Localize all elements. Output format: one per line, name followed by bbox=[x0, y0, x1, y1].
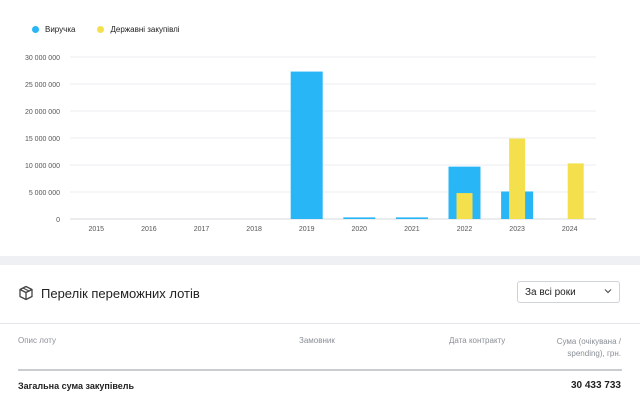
lots-section-title: Перелік переможних лотів bbox=[41, 286, 200, 301]
x-tick-label: 2016 bbox=[141, 226, 157, 233]
bar-chart: 0 5 000 000 10 000 000 15 000 000 20 000 000… bbox=[25, 55, 596, 233]
legend-swatch-revenue bbox=[32, 26, 39, 33]
section-separator bbox=[0, 256, 640, 265]
column-header-sum-line1: Сума (очікувана / bbox=[556, 337, 621, 346]
y-tick-label: 20 000 000 bbox=[25, 109, 60, 116]
y-tick-label: 25 000 000 bbox=[25, 82, 60, 89]
y-tick-label: 10 000 000 bbox=[25, 163, 60, 170]
bar-revenue-2020 bbox=[343, 217, 376, 219]
bar-procurement-2023 bbox=[509, 138, 526, 219]
chart-legend: Виручка Державні закупівлі bbox=[32, 25, 180, 34]
y-tick-label: 0 bbox=[56, 217, 60, 224]
section-divider bbox=[0, 323, 640, 324]
legend-item-procurement[interactable]: Державні закупівлі bbox=[97, 25, 180, 34]
period-select-value: За всі роки bbox=[525, 287, 576, 298]
table-header-rule bbox=[18, 369, 622, 371]
total-label: Загальна сума закупівель bbox=[18, 381, 135, 391]
chart-card: Виручка Державні закупівлі 0 5 000 000 10 … bbox=[24, 25, 596, 233]
bar-revenue-2021 bbox=[395, 217, 428, 219]
x-tick-label: 2018 bbox=[246, 226, 262, 233]
column-header-customer[interactable]: Замовник bbox=[299, 336, 335, 345]
bar-procurement-2024 bbox=[567, 163, 584, 219]
total-value: 30 433 733 bbox=[570, 380, 621, 391]
x-tick-label: 2019 bbox=[299, 226, 315, 233]
package-icon bbox=[19, 285, 33, 301]
y-tick-label: 30 000 000 bbox=[25, 55, 60, 62]
legend-swatch-procurement bbox=[97, 26, 105, 33]
x-tick-label: 2024 bbox=[562, 226, 578, 233]
column-header-contract-date[interactable]: Дата контракту bbox=[449, 336, 506, 345]
x-tick-label: 2015 bbox=[89, 226, 105, 233]
x-tick-label: 2022 bbox=[457, 226, 473, 233]
y-tick-label: 5 000 000 bbox=[29, 190, 60, 197]
x-tick-label: 2017 bbox=[194, 226, 210, 233]
bar-revenue-2019 bbox=[290, 71, 323, 219]
column-header-sum-line2: spending), грн. bbox=[567, 349, 621, 358]
legend-item-revenue[interactable]: Виручка bbox=[32, 25, 75, 34]
legend-label-procurement: Державні закупівлі bbox=[110, 25, 180, 34]
bar-procurement-2022 bbox=[456, 193, 473, 219]
column-header-description[interactable]: Опис лоту bbox=[18, 336, 57, 345]
x-tick-label: 2023 bbox=[509, 226, 525, 233]
x-tick-label: 2020 bbox=[352, 226, 368, 233]
chevron-down-icon bbox=[604, 289, 612, 294]
x-tick-label: 2021 bbox=[404, 226, 420, 233]
y-tick-label: 15 000 000 bbox=[25, 136, 60, 143]
column-header-sum[interactable]: Сума (очікувана / spending), грн. bbox=[557, 336, 621, 360]
period-select[interactable]: За всі роки bbox=[517, 281, 620, 303]
legend-label-revenue: Виручка bbox=[45, 25, 76, 34]
